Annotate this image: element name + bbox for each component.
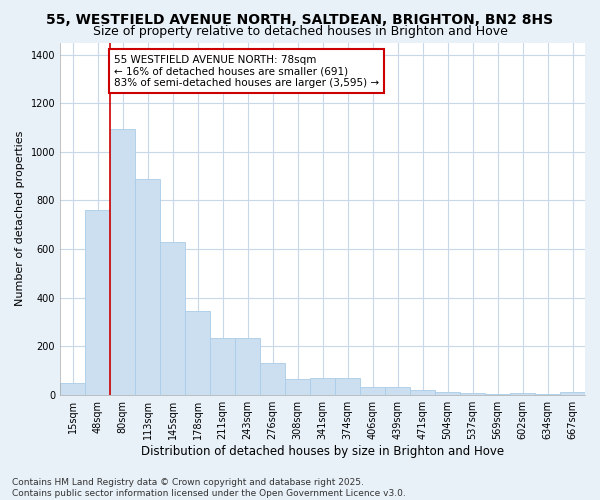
Text: 55 WESTFIELD AVENUE NORTH: 78sqm
← 16% of detached houses are smaller (691)
83% : 55 WESTFIELD AVENUE NORTH: 78sqm ← 16% o…: [114, 54, 379, 88]
Bar: [160, 242, 185, 394]
Bar: [135, 178, 160, 394]
Bar: [85, 210, 110, 394]
Bar: [560, 392, 585, 394]
Bar: [360, 388, 385, 394]
Bar: [210, 338, 235, 394]
Bar: [285, 379, 310, 394]
Bar: [435, 392, 460, 394]
Bar: [410, 390, 435, 394]
Text: 55, WESTFIELD AVENUE NORTH, SALTDEAN, BRIGHTON, BN2 8HS: 55, WESTFIELD AVENUE NORTH, SALTDEAN, BR…: [46, 12, 554, 26]
Bar: [235, 338, 260, 394]
X-axis label: Distribution of detached houses by size in Brighton and Hove: Distribution of detached houses by size …: [141, 444, 504, 458]
Text: Contains HM Land Registry data © Crown copyright and database right 2025.
Contai: Contains HM Land Registry data © Crown c…: [12, 478, 406, 498]
Y-axis label: Number of detached properties: Number of detached properties: [15, 131, 25, 306]
Bar: [385, 388, 410, 394]
Bar: [310, 378, 335, 394]
Bar: [460, 393, 485, 394]
Bar: [260, 363, 285, 394]
Bar: [185, 311, 210, 394]
Text: Size of property relative to detached houses in Brighton and Hove: Size of property relative to detached ho…: [92, 25, 508, 38]
Bar: [60, 382, 85, 394]
Bar: [110, 128, 135, 394]
Bar: [335, 378, 360, 394]
